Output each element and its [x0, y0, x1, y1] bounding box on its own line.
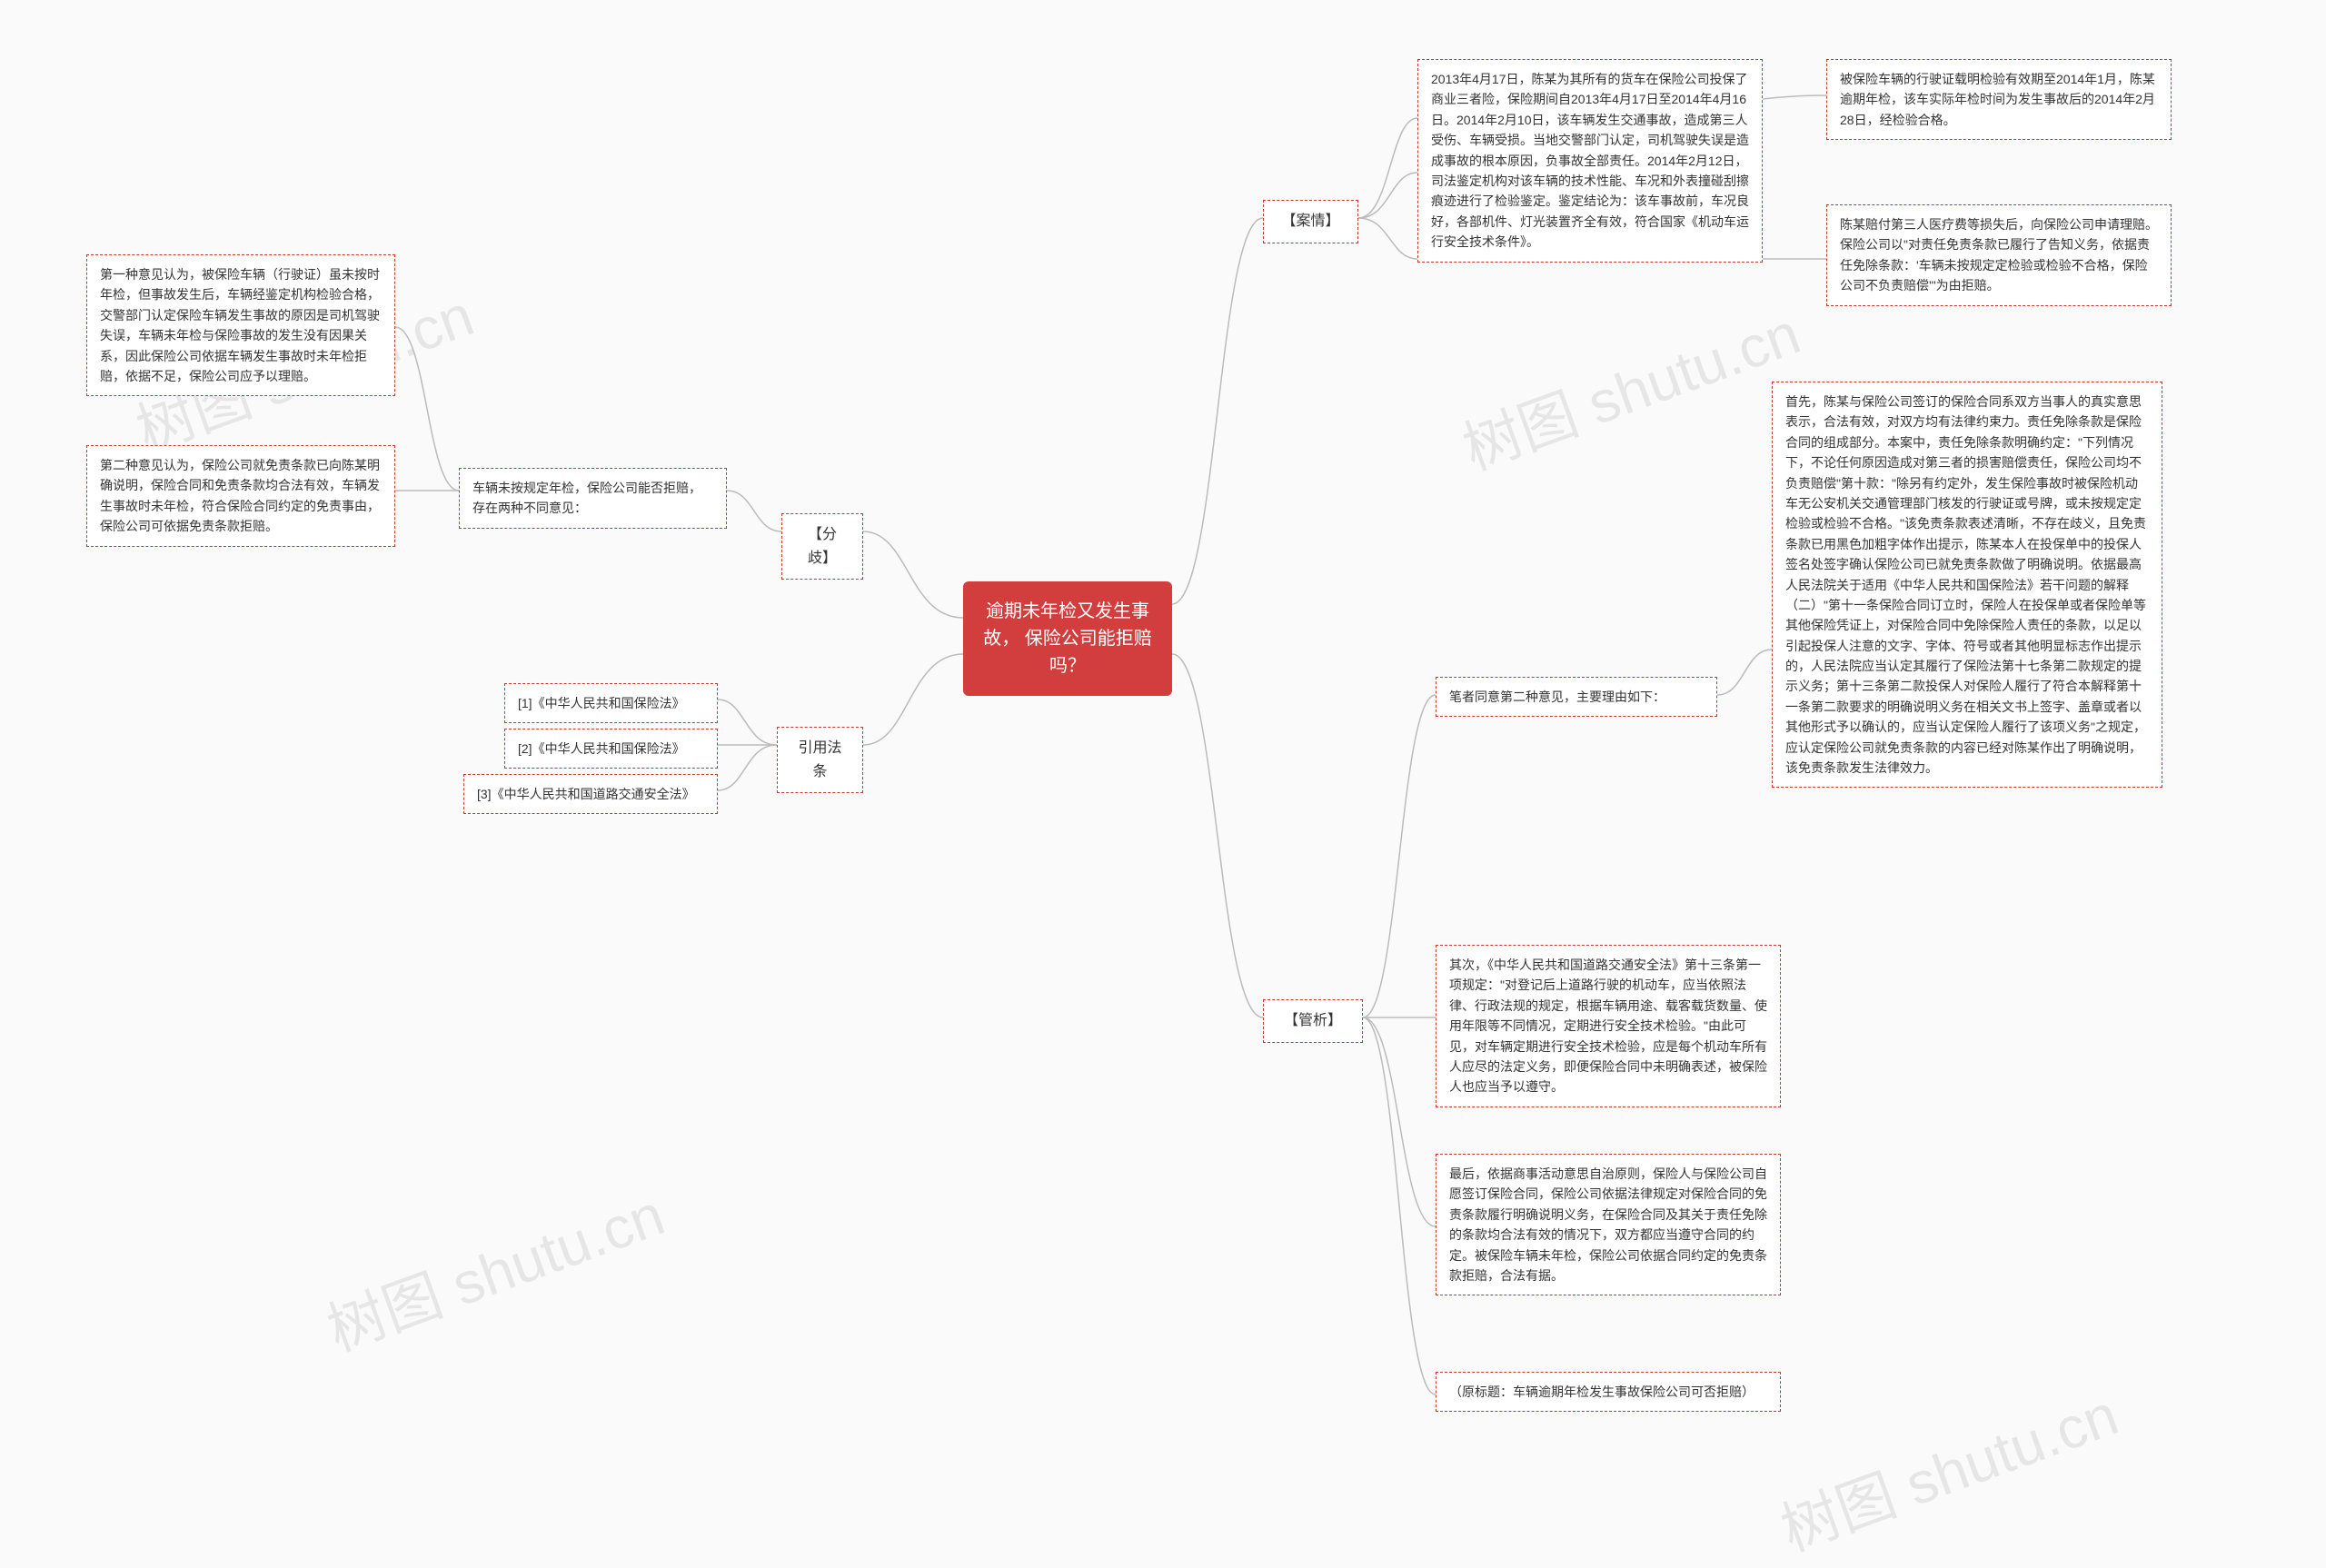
section-analysis: 【管析】	[1263, 999, 1363, 1043]
analysis-intro: 笔者同意第二种意见，主要理由如下：	[1436, 677, 1717, 717]
divergence-opinion1-text: 第一种意见认为，被保险车辆（行驶证）虽未按时年检，但事故发生后，车辆经鉴定机构检…	[100, 267, 380, 383]
section-citations: 引用法条	[777, 727, 863, 793]
watermark: 树图 shutu.cn	[1450, 287, 1810, 486]
analysis-reason3-text: 最后，依据商事活动意思自治原则，保险人与保险公司自愿签订保险合同，保险公司依据法…	[1449, 1166, 1767, 1283]
section-case: 【案情】	[1263, 200, 1358, 243]
analysis-reason2: 其次，《中华人民共和国道路交通安全法》第十三条第一项规定："对登记后上道路行驶的…	[1436, 945, 1781, 1107]
citation-item-0-text: [1]《中华人民共和国保险法》	[518, 696, 685, 710]
divergence-opinion1: 第一种意见认为，被保险车辆（行驶证）虽未按时年检，但事故发生后，车辆经鉴定机构检…	[86, 254, 395, 396]
case-block3-text: 陈某赔付第三人医疗费等损失后，向保险公司申请理赔。保险公司以"对责任免责条款已履…	[1840, 217, 2158, 293]
divergence-opinion2-text: 第二种意见认为，保险公司就免责条款已向陈某明确说明，保险合同和免责条款均合法有效…	[100, 458, 380, 533]
analysis-reason1-text: 首先，陈某与保险公司签订的保险合同系双方当事人的真实意思表示，合法有效，对双方均…	[1785, 394, 2146, 775]
analysis-footnote-text: （原标题：车辆逾期年检发生事故保险公司可否拒赔）	[1449, 1384, 1754, 1399]
divergence-opinion2: 第二种意见认为，保险公司就免责条款已向陈某明确说明，保险合同和免责条款均合法有效…	[86, 445, 395, 547]
case-block2: 被保险车辆的行驶证载明检验有效期至2014年1月，陈某逾期年检，该车实际年检时间…	[1826, 59, 2172, 140]
case-block1: 2013年4月17日，陈某为其所有的货车在保险公司投保了商业三者险，保险期间自2…	[1417, 59, 1763, 263]
section-case-label: 【案情】	[1281, 213, 1339, 229]
case-block2-text: 被保险车辆的行驶证载明检验有效期至2014年1月，陈某逾期年检，该车实际年检时间…	[1840, 72, 2155, 127]
analysis-reason2-text: 其次，《中华人民共和国道路交通安全法》第十三条第一项规定："对登记后上道路行驶的…	[1449, 958, 1767, 1094]
divergence-intro: 车辆未按规定年检，保险公司能否拒赔，存在两种不同意见：	[459, 468, 727, 529]
analysis-footnote: （原标题：车辆逾期年检发生事故保险公司可否拒赔）	[1436, 1372, 1781, 1412]
case-block1-text: 2013年4月17日，陈某为其所有的货车在保险公司投保了商业三者险，保险期间自2…	[1431, 72, 1749, 249]
section-divergence-label: 【分歧】	[808, 527, 837, 566]
divergence-intro-text: 车辆未按规定年检，保险公司能否拒赔，存在两种不同意见：	[472, 481, 701, 515]
root-node: 逾期未年检又发生事故， 保险公司能拒赔吗？	[963, 581, 1172, 696]
analysis-reason3: 最后，依据商事活动意思自治原则，保险人与保险公司自愿签订保险合同，保险公司依据法…	[1436, 1154, 1781, 1295]
citation-item-2: [3]《中华人民共和国道路交通安全法》	[463, 774, 718, 814]
case-block3: 陈某赔付第三人医疗费等损失后，向保险公司申请理赔。保险公司以"对责任免责条款已履…	[1826, 204, 2172, 306]
watermark: 树图 shutu.cn	[1768, 1368, 2128, 1567]
watermark: 树图 shutu.cn	[314, 1168, 674, 1367]
section-citations-label: 引用法条	[798, 740, 841, 779]
citation-item-1-text: [2]《中华人民共和国保险法》	[518, 741, 685, 756]
analysis-intro-text: 笔者同意第二种意见，主要理由如下：	[1449, 690, 1665, 704]
citation-item-2-text: [3]《中华人民共和国道路交通安全法》	[477, 787, 695, 801]
section-divergence: 【分歧】	[781, 513, 863, 580]
section-analysis-label: 【管析】	[1284, 1013, 1342, 1028]
citation-item-1: [2]《中华人民共和国保险法》	[504, 729, 718, 769]
citation-item-0: [1]《中华人民共和国保险法》	[504, 683, 718, 723]
root-label: 逾期未年检又发生事故， 保险公司能拒赔吗？	[983, 601, 1152, 676]
analysis-reason1: 首先，陈某与保险公司签订的保险合同系双方当事人的真实意思表示，合法有效，对双方均…	[1772, 382, 2162, 788]
